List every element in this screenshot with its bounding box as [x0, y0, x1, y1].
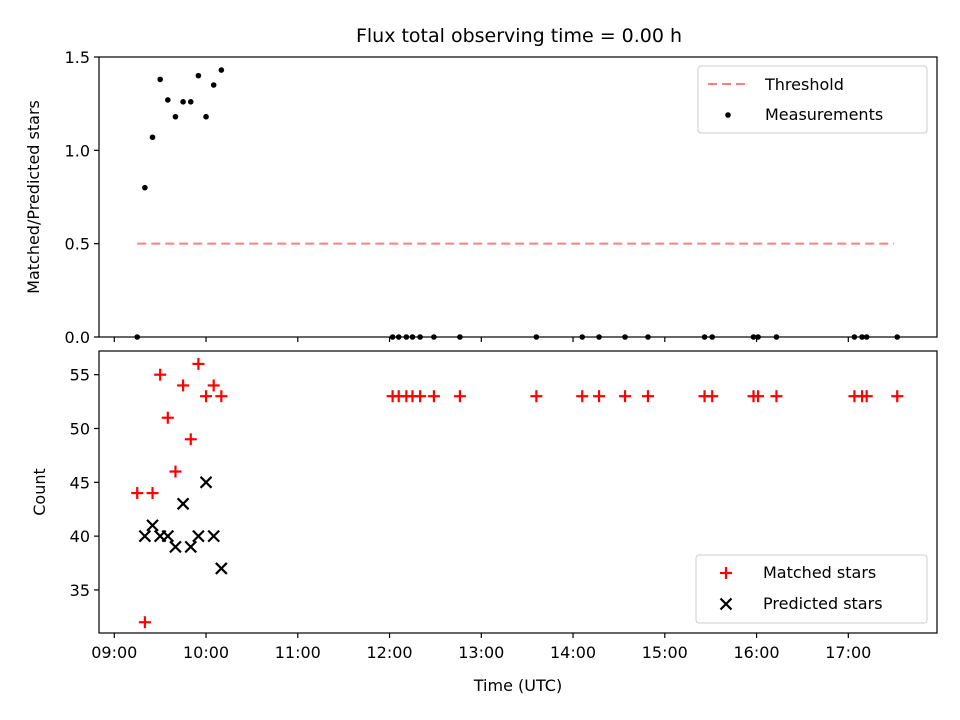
matched-star-point [215, 390, 228, 403]
predicted-star-point [207, 529, 220, 543]
matched-star-point [576, 390, 589, 403]
predicted-star-point [184, 540, 198, 554]
top-axes-frame [98, 56, 938, 338]
measurement-point [210, 82, 217, 88]
measurement-point [203, 113, 209, 120]
predicted-star-point [176, 497, 190, 511]
x-tick-label: 13:00 [458, 643, 504, 662]
measurement-point [165, 97, 171, 103]
x-tick-label: 17:00 [825, 643, 871, 662]
top-y-ticks: 0.0 0.5 1.0 1.5 [65, 48, 99, 347]
legend-threshold-label: Threshold [764, 75, 844, 94]
top-y-tick-label: 1.5 [65, 48, 90, 67]
x-tick-label: 11:00 [275, 643, 321, 662]
legend-predicted-swatch [719, 597, 733, 611]
top-axes: 0.0 0.5 1.0 1.5 Matched/Predicted stars Thr… [24, 48, 938, 347]
top-y-tick-label: 0.0 [65, 328, 90, 347]
bottom-axes: 35 40 45 50 55 09:00 10:00 11:00 12:00 13:00 14:0… [30, 350, 938, 695]
predicted-star-point [161, 529, 175, 543]
matched-star-point [146, 487, 159, 500]
matched-star-point [131, 487, 144, 500]
matched-star-point [169, 465, 182, 478]
legend-matched-label: Matched stars [763, 563, 876, 582]
top-y-tick-label: 1.0 [65, 141, 90, 160]
predicted-star-point [138, 529, 152, 543]
top-y-axis-label: Matched/Predicted stars [24, 100, 43, 294]
x-axis-label: Time (UTC) [473, 676, 562, 695]
matched-star-point [177, 379, 190, 392]
predicted-marker [719, 597, 733, 611]
measurement-point [180, 99, 186, 105]
predicted-star-point [215, 562, 228, 575]
legend-measurements-swatch [725, 112, 731, 118]
bottom-x-ticks: 09:00 10:00 11:00 12:00 13:00 14:00 15:00 16:00… [91, 633, 871, 662]
measurement-point [149, 134, 156, 141]
measurement-point [142, 184, 148, 191]
predicted-star-point [192, 529, 205, 543]
chart-title: Flux total observing time = 0.00 h [356, 25, 682, 47]
legend-predicted-label: Predicted stars [763, 594, 883, 613]
matched-star-point [593, 390, 606, 403]
count-points [131, 357, 904, 629]
x-tick-label: 16:00 [734, 643, 780, 662]
matched-star-point [619, 390, 632, 403]
top-y-tick-label: 0.5 [65, 235, 90, 254]
matched-star-point [414, 390, 427, 403]
measurement-point [187, 99, 194, 105]
legend-matched-swatch [720, 567, 732, 579]
measurement-point [157, 76, 163, 83]
x-tick-label: 14:00 [550, 643, 596, 662]
matched-star-point [138, 616, 151, 629]
matched-star-point [860, 390, 873, 403]
matched-star-point [453, 390, 466, 403]
matched-star-point [200, 390, 213, 403]
bottom-legend: Matched stars Predicted stars [695, 554, 928, 624]
bottom-y-tick-label: 55 [70, 366, 90, 385]
predicted-star-point [169, 540, 182, 554]
matched-star-point [706, 390, 719, 403]
legend-measurements-label: Measurements [765, 105, 883, 124]
x-tick-label: 12:00 [366, 643, 412, 662]
matched-star-point [427, 390, 440, 403]
measurement-point [218, 67, 225, 73]
matched-star-point [770, 390, 783, 403]
matched-star-point [161, 411, 174, 424]
matched-star-point [207, 379, 220, 392]
matched-star-point [891, 390, 904, 403]
bottom-y-tick-label: 35 [70, 581, 90, 600]
measurement-point [172, 113, 179, 120]
matched-star-point [154, 368, 167, 381]
top-legend-box [697, 65, 928, 134]
bottom-axes-frame [98, 350, 938, 634]
matched-marker [720, 567, 732, 579]
bottom-y-tick-label: 50 [70, 419, 90, 438]
matched-star-point [530, 390, 543, 403]
predicted-star-point [199, 476, 213, 489]
predicted-star-point [146, 519, 159, 532]
top-legend: Threshold Measurements [697, 65, 928, 134]
matched-star-point [752, 390, 765, 403]
bottom-y-tick-label: 40 [70, 527, 90, 546]
bottom-y-tick-label: 45 [70, 473, 90, 492]
top-x-tick-marks [113, 337, 849, 342]
x-tick-label: 10:00 [183, 643, 229, 662]
bottom-y-axis-label: Count [30, 468, 49, 516]
bottom-legend-box [695, 554, 928, 624]
x-tick-label: 09:00 [91, 643, 137, 662]
matched-star-point [641, 390, 654, 403]
x-tick-label: 15:00 [642, 643, 688, 662]
matched-star-point [184, 433, 197, 446]
bottom-y-ticks: 35 40 45 50 55 [70, 366, 99, 600]
measurement-point [195, 72, 202, 79]
matched-star-point [192, 357, 205, 370]
